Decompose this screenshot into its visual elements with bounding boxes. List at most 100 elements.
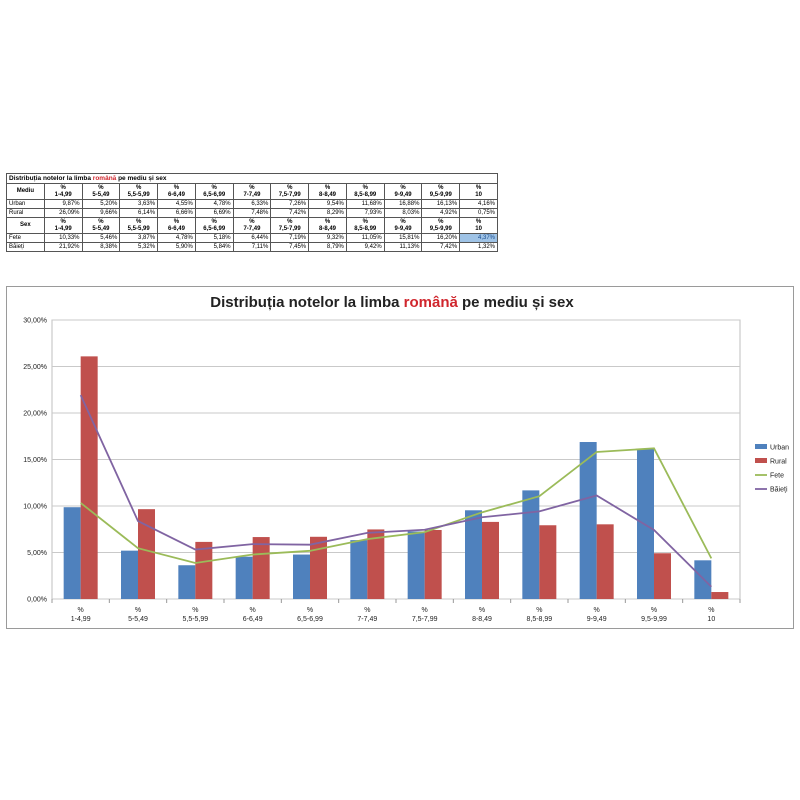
interval-header: % 1-4,99 — [43, 217, 83, 234]
table-cell[interactable]: 8,03% — [383, 208, 423, 218]
table-cell[interactable]: 6,69% — [194, 208, 234, 218]
row-label: Băieți — [6, 242, 45, 252]
x-tick-label: % — [594, 607, 600, 614]
chart-area: Distribuția notelor la limba română pe m… — [6, 286, 794, 629]
legend-label: Fete — [770, 473, 784, 480]
table-cell[interactable]: 6,14% — [119, 208, 159, 218]
table-cell[interactable]: 11,68% — [345, 199, 385, 209]
bar-rural — [424, 529, 442, 599]
y-tick-label: 15,00% — [23, 457, 47, 464]
table-cell[interactable]: 9,42% — [345, 242, 385, 252]
interval-header: % 5-5,49 — [81, 217, 121, 234]
interval-header: % 7,5-7,99 — [270, 183, 310, 200]
interval-header: % 8-8,49 — [308, 183, 347, 200]
x-tick-label: % — [536, 607, 542, 614]
chart-title: Distribuția notelor la limba română pe m… — [210, 294, 574, 311]
table-cell[interactable]: 8,38% — [81, 242, 121, 252]
x-tick-label: % — [307, 607, 313, 614]
table-cell[interactable]: 7,48% — [232, 208, 272, 218]
data-table: Distribuția notelor la limba română pe m… — [6, 173, 498, 252]
table-header-row: Mediu% 1-4,99% 5-5,49% 5,5-5,99% 6-6,49% 6,5-… — [6, 183, 498, 200]
table-cell[interactable]: 21,92% — [43, 242, 83, 252]
x-tick-label: 9-9,49 — [587, 616, 607, 623]
y-tick-label: 25,00% — [23, 364, 47, 371]
legend-label: Băieți — [770, 487, 788, 494]
bar-urban — [465, 510, 482, 599]
interval-header: % 1-4,99 — [43, 183, 83, 200]
table-cell[interactable]: 9,54% — [308, 199, 347, 209]
mediu-header: Mediu — [6, 183, 45, 200]
x-tick-label: % — [422, 607, 428, 614]
table-cell[interactable]: 9,32% — [308, 233, 347, 243]
table-cell[interactable]: 4,37% — [459, 233, 498, 243]
table-cell[interactable]: 1,32% — [459, 242, 498, 252]
table-cell[interactable]: 5,32% — [119, 242, 159, 252]
interval-header: % 5,5-5,99 — [119, 217, 159, 234]
bar-urban — [121, 550, 138, 599]
table-row: Rural 26,09% 9,66% 6,14% 6,66% 6,69% 7,48% 7,42… — [6, 208, 498, 218]
line-fete — [80, 447, 713, 564]
table-cell[interactable]: 7,19% — [270, 233, 310, 243]
x-tick-label: % — [250, 607, 256, 614]
bar-rural — [711, 592, 729, 599]
table-cell[interactable]: 8,79% — [308, 242, 347, 252]
x-tick-label: 8-8,49 — [472, 616, 492, 623]
table-cell[interactable]: 11,05% — [345, 233, 385, 243]
table-cell[interactable]: 6,33% — [232, 199, 272, 209]
x-tick-label: 6-6,49 — [243, 616, 263, 623]
x-tick-label: 10 — [707, 616, 715, 623]
bar-urban — [63, 507, 81, 599]
interval-header: % 6,5-6,99 — [194, 217, 234, 234]
table-cell[interactable]: 5,46% — [81, 233, 121, 243]
table-cell[interactable]: 5,90% — [157, 242, 196, 252]
table-cell[interactable]: 7,45% — [270, 242, 310, 252]
table-cell[interactable]: 26,09% — [43, 208, 83, 218]
table-cell[interactable]: 16,88% — [383, 199, 423, 209]
table-cell[interactable]: 5,20% — [81, 199, 121, 209]
table-cell[interactable]: 3,63% — [119, 199, 159, 209]
table-cell[interactable]: 4,55% — [157, 199, 196, 209]
table-cell[interactable]: 4,92% — [421, 208, 461, 218]
x-tick-label: 6,5-6,99 — [297, 616, 323, 623]
table-cell[interactable]: 5,84% — [194, 242, 234, 252]
bar-urban — [579, 442, 597, 599]
table-cell[interactable]: 4,16% — [459, 199, 498, 209]
table-cell[interactable]: 11,13% — [383, 242, 423, 252]
table-header-row: Sex% 1-4,99% 5-5,49% 5,5-5,99% 6-6,49% 6,5-6,… — [6, 217, 498, 234]
table-cell[interactable]: 16,20% — [421, 233, 461, 243]
bar-urban — [235, 556, 253, 599]
x-tick-label: % — [364, 607, 370, 614]
table-cell[interactable]: 5,18% — [194, 233, 234, 243]
table-cell[interactable]: 7,42% — [270, 208, 310, 218]
row-label: Urban — [6, 199, 45, 209]
line-biei — [79, 394, 712, 588]
table-cell[interactable]: 8,29% — [308, 208, 347, 218]
x-tick-label: % — [192, 607, 198, 614]
row-label: Fete — [6, 233, 45, 243]
bar-rural — [367, 529, 385, 599]
table-cell[interactable]: 6,66% — [157, 208, 196, 218]
table-cell[interactable]: 7,11% — [232, 242, 272, 252]
table-cell[interactable]: 4,78% — [157, 233, 196, 243]
x-tick-label: % — [708, 607, 714, 614]
table-cell[interactable]: 15,81% — [383, 233, 423, 243]
table-cell[interactable]: 0,75% — [459, 208, 498, 218]
table-cell[interactable]: 3,87% — [119, 233, 159, 243]
table-cell[interactable]: 7,42% — [421, 242, 461, 252]
table-cell[interactable]: 6,44% — [232, 233, 272, 243]
table-cell[interactable]: 7,93% — [345, 208, 385, 218]
x-tick-label: 8,5-8,99 — [526, 616, 552, 623]
table-cell[interactable]: 4,78% — [194, 199, 234, 209]
bar-rural — [539, 525, 557, 599]
table-cell[interactable]: 9,66% — [81, 208, 121, 218]
table-cell[interactable]: 10,33% — [43, 233, 83, 243]
x-tick-label: % — [78, 607, 84, 614]
sex-header: Sex — [6, 217, 45, 234]
table-cell[interactable]: 9,87% — [43, 199, 83, 209]
bar-rural — [654, 553, 671, 599]
table-cell[interactable]: 16,13% — [421, 199, 461, 209]
bar-rural — [138, 509, 155, 599]
table-cell[interactable]: 7,26% — [270, 199, 310, 209]
bar-rural — [80, 356, 98, 599]
bar-rural — [195, 541, 213, 599]
